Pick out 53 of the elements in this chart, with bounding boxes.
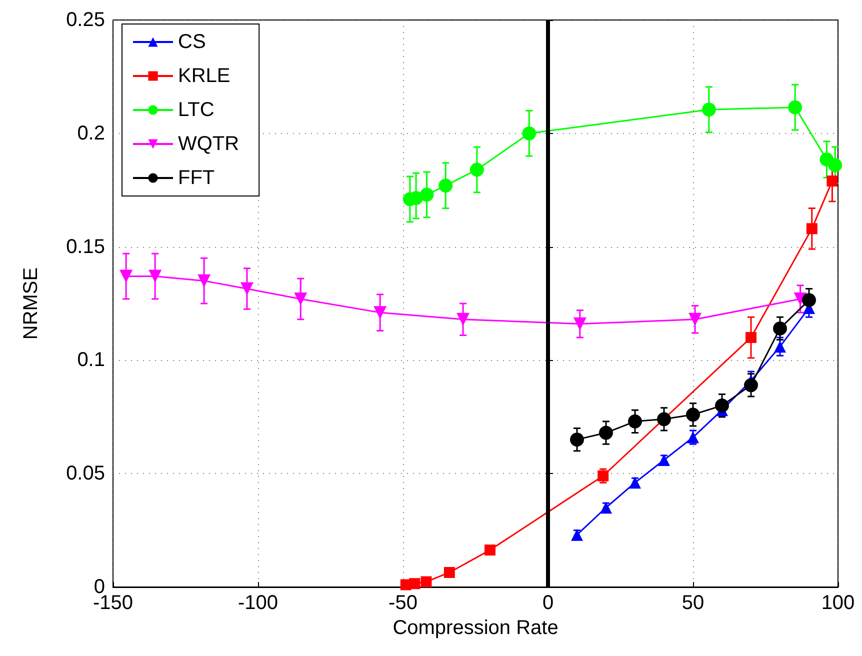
point [522,126,536,140]
point [484,544,496,556]
point [658,454,670,466]
point [828,158,842,172]
point [571,528,583,541]
point [628,414,642,428]
point [746,332,756,344]
point [744,378,758,392]
legend-label: FFT [178,167,215,189]
x-tick-label: 50 [682,592,704,614]
point [802,293,816,308]
point [420,188,434,202]
legend-label: LTC [178,99,214,121]
legend-label: WQTR [178,133,240,155]
point [715,398,729,413]
point [470,162,484,177]
point [294,292,308,306]
point [702,102,716,117]
legend-label: KRLE [178,65,230,87]
x-axis-title: Compression Rate [392,616,558,639]
point [688,312,702,326]
point [573,317,586,330]
point [629,476,641,489]
y-tick-label: 0.15 [66,236,105,258]
point [420,576,432,588]
x-tick-label: -50 [388,592,418,614]
legend-label: CS [178,31,206,53]
point [657,412,671,426]
point [600,502,612,514]
point [148,270,162,283]
point [788,100,802,114]
point [120,270,133,283]
point [773,321,787,336]
point [686,408,700,422]
y-axis-title: NRMSE [20,267,42,340]
y-tick-label: 0.05 [66,462,105,485]
x-tick-label: 0 [542,592,554,614]
point [409,578,420,590]
x-tick-label: -100 [238,592,278,614]
point [570,432,584,447]
point [444,566,455,578]
point [806,223,818,234]
y-tick-label: 0.2 [77,122,105,144]
x-tick-label: 100 [821,592,855,614]
point [374,306,387,320]
point [198,274,211,288]
point [456,312,470,326]
y-tick-label: 0.1 [77,349,105,372]
point [598,470,609,482]
point [599,426,613,440]
point [240,282,254,296]
y-tick-label: 0.25 [66,9,105,31]
point [438,178,453,193]
